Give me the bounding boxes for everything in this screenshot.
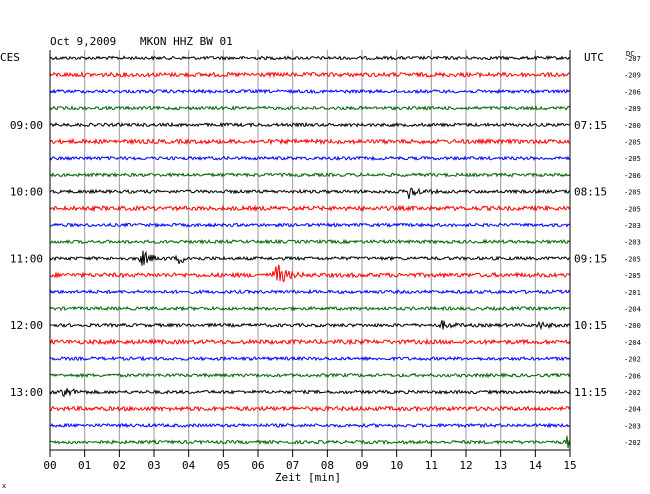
right-time-label: 08:15 (574, 186, 607, 199)
dc-offset-label: -205 (624, 272, 641, 280)
x-tick-label: 09 (355, 459, 368, 472)
dc-offset-label: -202 (624, 439, 641, 447)
dc-offset-label: -204 (624, 339, 641, 347)
seismic-trace (49, 288, 571, 295)
x-axis-tick-labels: 00 01 02 03 04 05 06 07 08 09 10 11 12 13 14 15 (43, 459, 576, 472)
seismic-trace (49, 172, 571, 178)
dc-offset-label: -200 (624, 322, 641, 330)
seismic-trace (49, 404, 571, 413)
header-date: Oct 9,2009 (50, 35, 116, 48)
x-tick-label: 04 (182, 459, 196, 472)
x-tick-label: 07 (286, 459, 299, 472)
x-tick-label: 06 (251, 459, 264, 472)
seismic-trace (49, 137, 571, 146)
left-timezone: CES (0, 51, 20, 64)
x-tick-label: 13 (494, 459, 507, 472)
right-time-label: 09:15 (574, 252, 607, 265)
dc-offset-label: -207 (624, 55, 641, 63)
seismic-trace (49, 305, 571, 312)
left-time-label: 09:00 (10, 119, 43, 132)
footer-mark: x (2, 482, 6, 490)
right-time-labels: 07:15 08:15 09:15 10:15 11:15 (574, 119, 607, 399)
dc-offset-label: -205 (624, 139, 641, 147)
seismic-trace (49, 88, 571, 95)
seismic-trace (49, 121, 571, 128)
minute-grid (84, 50, 536, 450)
x-axis-ticks (49, 450, 571, 457)
seismic-trace (49, 155, 571, 162)
seismic-trace (49, 264, 571, 283)
dc-offset-label: -203 (624, 222, 641, 230)
seismic-trace (49, 435, 571, 449)
dc-offset-label: -209 (624, 105, 641, 113)
dc-offset-label: -202 (624, 356, 641, 364)
right-timezone: UTC (584, 51, 604, 64)
seismic-trace (49, 355, 571, 362)
x-tick-label: 08 (321, 459, 334, 472)
seismic-trace (49, 105, 571, 111)
seismic-trace (49, 320, 571, 331)
dc-offset-label: -205 (624, 255, 641, 263)
seismic-trace (49, 372, 571, 379)
seismic-trace (49, 204, 571, 213)
seismic-traces (49, 55, 571, 449)
x-tick-label: 15 (563, 459, 576, 472)
seismic-trace (49, 337, 571, 346)
left-time-label: 12:00 (10, 319, 43, 332)
dc-offset-label: -209 (624, 72, 641, 80)
seismic-trace (49, 388, 571, 398)
seismic-trace (49, 222, 571, 228)
right-time-label: 10:15 (574, 319, 607, 332)
dc-offset-labels: -207 -209 -206 -209 -200 -205 -205 -206 -205 -205… (624, 55, 641, 447)
dc-offset-label: -206 (624, 88, 641, 96)
seismic-trace (49, 250, 571, 266)
dc-label: DC (626, 50, 634, 58)
dc-offset-label: -206 (624, 372, 641, 380)
x-tick-label: 00 (43, 459, 56, 472)
dc-offset-label: -202 (624, 389, 641, 397)
seismic-trace (49, 55, 571, 61)
x-tick-label: 02 (113, 459, 126, 472)
x-tick-label: 03 (147, 459, 160, 472)
dc-offset-label: -206 (624, 172, 641, 180)
x-tick-label: 12 (459, 459, 472, 472)
left-time-label: 10:00 (10, 186, 43, 199)
x-tick-label: 05 (217, 459, 230, 472)
x-tick-label: 11 (425, 459, 438, 472)
dc-offset-label: -205 (624, 189, 641, 197)
seismic-trace (49, 70, 571, 79)
seismic-trace (49, 187, 571, 200)
left-time-labels: 09:00 10:00 11:00 12:00 13:00 (10, 119, 43, 399)
seismic-trace (49, 422, 571, 429)
x-tick-label: 10 (390, 459, 403, 472)
x-tick-label: 01 (78, 459, 91, 472)
dc-offset-label: -203 (624, 422, 641, 430)
right-time-label: 07:15 (574, 119, 607, 132)
x-tick-label: 14 (529, 459, 543, 472)
right-time-label: 11:15 (574, 386, 607, 399)
dc-offset-label: -201 (624, 289, 641, 297)
dc-offset-label: -200 (624, 122, 641, 130)
dc-offset-label: -203 (624, 239, 641, 247)
header-station: MKON HHZ BW 01 (140, 35, 233, 48)
left-time-label: 13:00 (10, 386, 43, 399)
dc-offset-label: -205 (624, 205, 641, 213)
seismic-trace (49, 238, 571, 245)
left-time-label: 11:00 (10, 252, 43, 265)
dc-offset-label: -205 (624, 155, 641, 163)
dc-offset-label: -204 (624, 306, 641, 314)
dc-offset-label: -204 (624, 406, 641, 414)
x-axis-label: Zeit [min] (275, 471, 341, 484)
plot-frame (49, 50, 571, 451)
